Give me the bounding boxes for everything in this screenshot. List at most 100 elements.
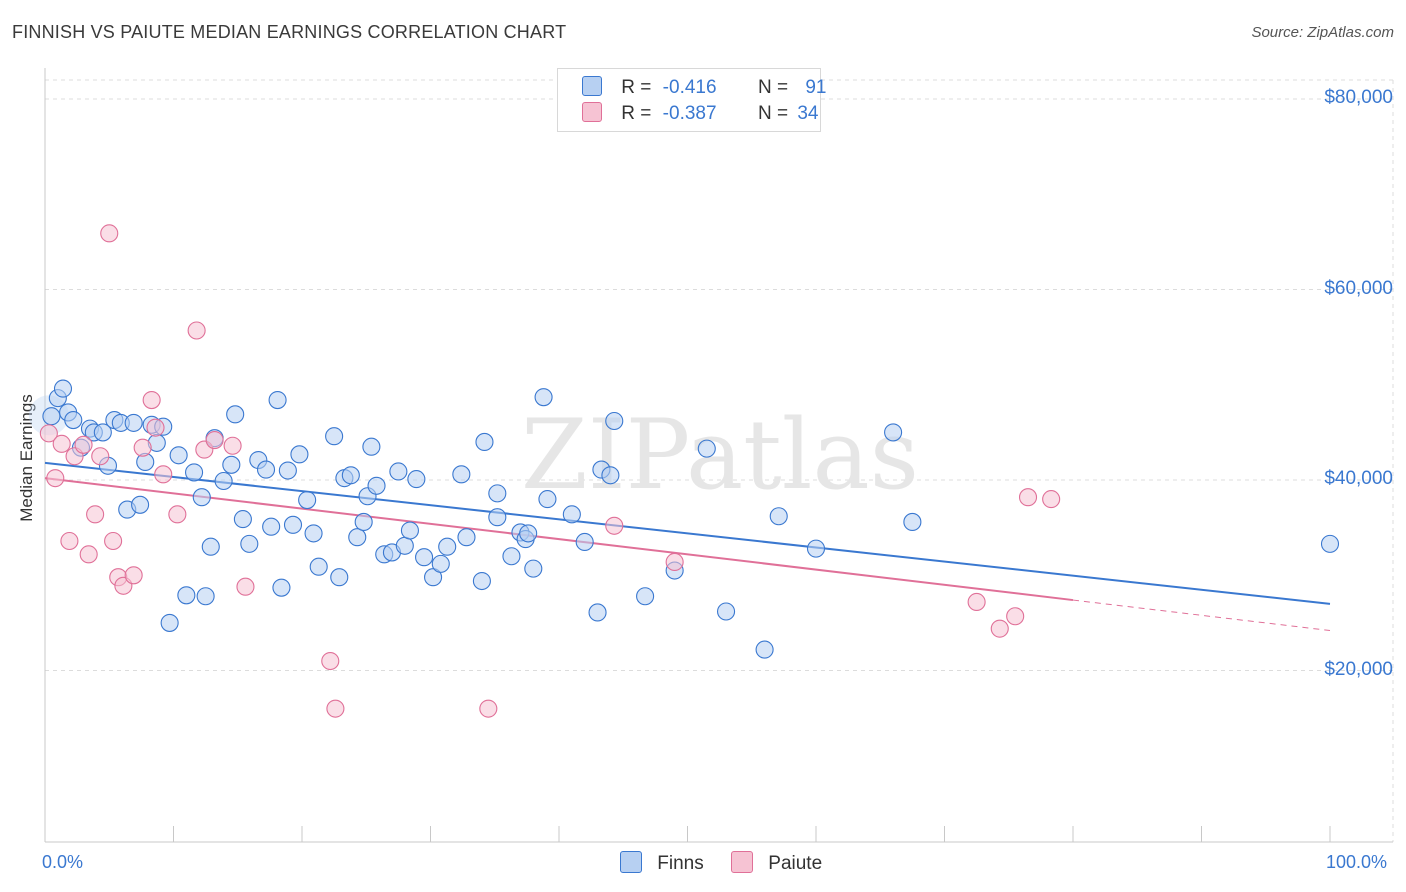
finns-point [298, 491, 317, 510]
paiute-point [168, 505, 187, 524]
finns-point [256, 460, 276, 479]
source-label: Source: ZipAtlas.com [1251, 24, 1394, 41]
finns-point [395, 536, 414, 555]
finns-point [884, 423, 903, 442]
paiute-point [205, 430, 224, 450]
finns-point [185, 463, 204, 482]
watermark: ZIPatlas [521, 399, 919, 511]
finns-point [601, 466, 620, 485]
finns-point [524, 559, 543, 578]
finns-point [452, 465, 471, 484]
finns-point [348, 528, 367, 547]
y-tick-label: $80,000 [1324, 87, 1393, 109]
finns-point [697, 439, 716, 458]
finns-point [325, 427, 344, 446]
finns-point [538, 490, 557, 509]
legend-n-label: N = [757, 77, 789, 98]
bottom-legend-swatch-finns [620, 851, 642, 873]
finns-point [262, 517, 281, 536]
finns-point [131, 495, 150, 514]
paiute-point [605, 516, 624, 535]
paiute-point [187, 321, 206, 340]
finns-point [588, 603, 607, 622]
paiute-point [91, 447, 110, 466]
finns-point [562, 505, 581, 524]
finns-point [268, 390, 287, 410]
finns-point [575, 532, 594, 552]
paiute-point [223, 436, 242, 455]
paiute-point [100, 224, 119, 243]
finns-point [716, 602, 736, 621]
paiute-point [146, 418, 165, 437]
finns-point [240, 534, 259, 553]
finns-point [272, 578, 291, 597]
finns-point [341, 466, 360, 485]
finns-point [400, 521, 419, 540]
finns-point [502, 547, 521, 566]
paiute-point [86, 505, 105, 524]
bottom-legend-finns: Finns [620, 851, 704, 875]
paiute-point [52, 434, 71, 453]
finns-point [201, 537, 220, 556]
finns-point [769, 507, 788, 526]
finns-point [636, 587, 655, 606]
finns-point [389, 462, 408, 481]
finns-point [283, 515, 303, 534]
paiute-point [39, 424, 58, 443]
paiute-point [1018, 488, 1038, 507]
x-tick-label-max: 100.0% [1326, 852, 1388, 872]
paiute-point [479, 699, 498, 718]
paiute-point [665, 552, 684, 572]
finns-point [367, 476, 386, 495]
paiute-point [154, 465, 173, 484]
legend-swatch-finns [582, 76, 602, 96]
bottom-legend-label-paiute: Paiute [768, 853, 823, 874]
grid-lines [45, 79, 1394, 842]
finns-points [28, 379, 1340, 659]
finns-point [192, 488, 211, 507]
paiute-point [46, 469, 65, 488]
finns-point [330, 568, 349, 587]
finns-point [1320, 534, 1340, 553]
finns-point [214, 471, 233, 491]
y-tick-label: $40,000 [1324, 468, 1393, 490]
finns-point [488, 484, 507, 503]
paiute-points [39, 224, 1061, 718]
finns-point [304, 524, 323, 543]
finns-point [755, 640, 774, 659]
finns-point [160, 613, 179, 632]
finns-point [407, 470, 426, 489]
paiute-point [1042, 490, 1061, 509]
finns-point [424, 568, 443, 587]
chart-title: FINNISH VS PAIUTE MEDIAN EARNINGS CORREL… [12, 22, 567, 42]
legend-r-value-finns: -0.416 [662, 77, 717, 98]
paiute-point [236, 577, 255, 596]
finns-point [519, 524, 538, 543]
paiute-trend-line [44, 477, 1074, 602]
finns-point [472, 571, 491, 591]
finns-point [278, 461, 297, 480]
finns-trend-line [44, 461, 1331, 605]
finns-point [222, 455, 241, 474]
paiute-point [326, 699, 345, 718]
finns-point [362, 437, 381, 456]
finns-point [177, 586, 196, 605]
paiute-point [74, 435, 93, 454]
legend-row-paiute: R = -0.387 N = 34 [582, 102, 818, 126]
legend-n-value-finns: 91 [805, 77, 827, 98]
finns-point [605, 411, 624, 431]
paiute-point [124, 566, 143, 585]
finns-point [415, 548, 434, 567]
finns-point [196, 587, 215, 606]
finns-point [431, 554, 450, 573]
paiute-point [133, 438, 152, 457]
bottom-legend-paiute: Paiute [731, 851, 822, 875]
paiute-point [79, 545, 98, 564]
bottom-legend-swatch-paiute [731, 851, 753, 873]
bottom-legend-label-finns: Finns [657, 853, 704, 874]
paiute-point [104, 531, 123, 551]
finns-point [226, 405, 245, 424]
finns-point [488, 508, 507, 527]
legend-r-label: R = [621, 77, 652, 98]
